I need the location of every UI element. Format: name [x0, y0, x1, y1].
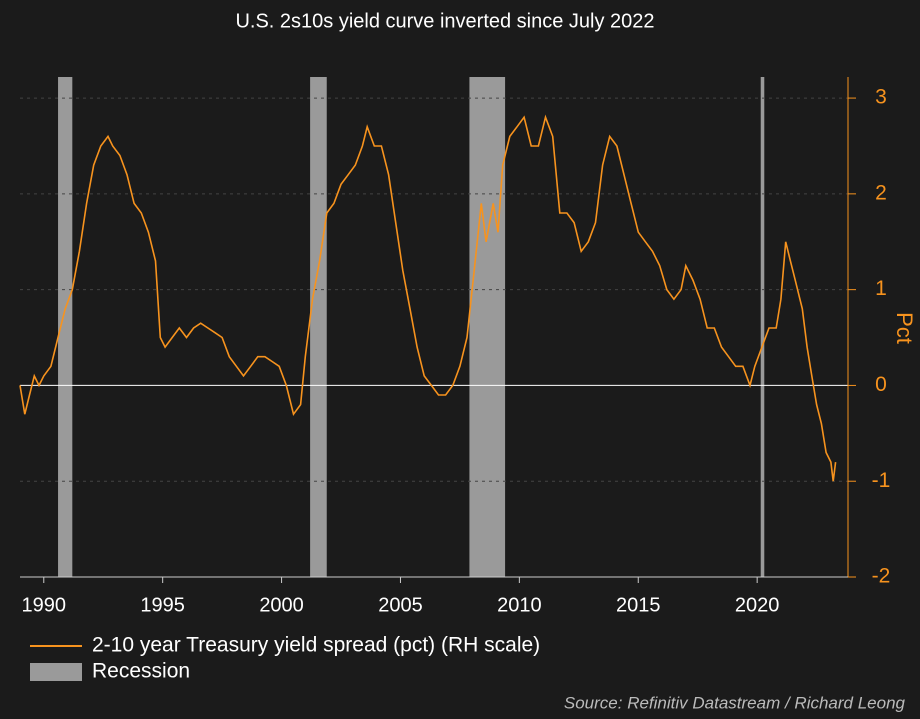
legend-swatch	[30, 663, 82, 681]
y-tick-label: 3	[875, 86, 887, 109]
chart-title: U.S. 2s10s yield curve inverted since Ju…	[235, 10, 654, 32]
recession-band	[58, 77, 73, 577]
legend-label: Recession	[92, 660, 190, 683]
recession-band	[469, 77, 506, 577]
x-tick-label: 2000	[259, 594, 304, 616]
series-line	[19, 114, 837, 482]
x-tick-label: 1995	[140, 594, 185, 616]
recession-band	[760, 77, 765, 577]
x-tick-label: 2010	[497, 594, 542, 616]
x-tick-label: 2020	[735, 594, 780, 616]
legend-label: 2-10 year Treasury yield spread (pct) (R…	[92, 634, 540, 657]
y-tick-label: 0	[875, 373, 887, 396]
y-tick-label: -1	[872, 469, 891, 492]
source: Source: Refinitiv Datastream / Richard L…	[564, 693, 906, 712]
y-tick-label: 1	[875, 277, 887, 300]
x-tick-label: 2015	[616, 594, 661, 616]
y-tick-label: 2	[875, 181, 887, 204]
x-tick-label: 2005	[378, 594, 423, 616]
y-tick-label: -2	[872, 565, 891, 588]
y-axis-label: Pct	[892, 312, 917, 344]
recession-band	[310, 77, 327, 577]
x-tick-label: 1990	[22, 594, 67, 616]
